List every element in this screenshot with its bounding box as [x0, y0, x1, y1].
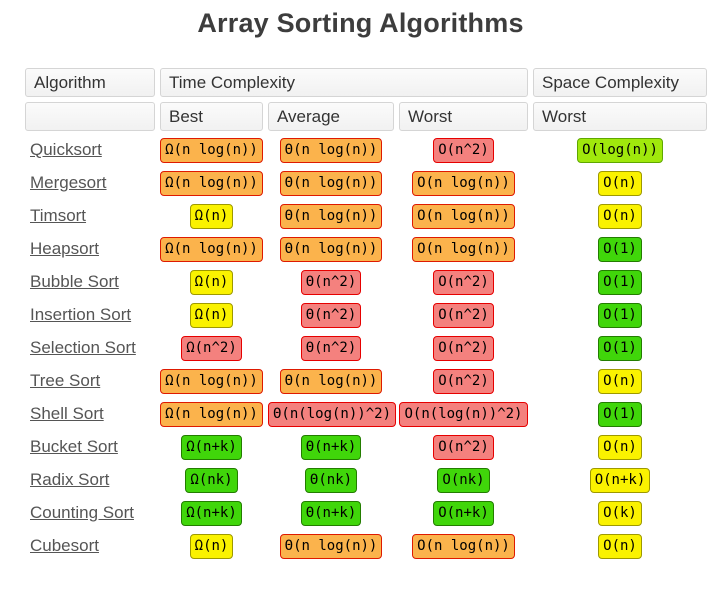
worst-complexity-badge: O(n^2) — [433, 269, 494, 295]
table-row: Timsort Ω(n) Θ(n log(n)) O(n log(n)) O(n… — [25, 202, 707, 230]
table-row: Tree Sort Ω(n log(n)) Θ(n log(n)) O(n^2)… — [25, 367, 707, 395]
space-complexity-badge: O(1) — [598, 401, 642, 427]
worst-complexity-badge: O(n^2) — [433, 137, 494, 163]
header-algorithm: Algorithm — [25, 68, 155, 97]
algorithm-link-cubesort[interactable]: Cubesort — [30, 536, 99, 555]
best-complexity-badge: Ω(n) — [189, 302, 234, 328]
worst-complexity-badge: O(n log(n)) — [412, 203, 515, 229]
algorithm-link-mergesort[interactable]: Mergesort — [30, 173, 107, 192]
average-complexity-badge: Θ(n+k) — [300, 434, 362, 460]
best-complexity-badge: Ω(n log(n)) — [160, 368, 263, 394]
best-complexity-badge: Ω(nk) — [185, 467, 238, 493]
worst-complexity-badge: O(n+k) — [433, 500, 494, 526]
space-complexity-badge: O(k) — [598, 500, 642, 526]
algorithm-link-counting-sort[interactable]: Counting Sort — [30, 503, 134, 522]
worst-complexity-badge: O(nk) — [437, 467, 490, 493]
algorithm-link-bubble-sort[interactable]: Bubble Sort — [30, 272, 119, 291]
average-complexity-badge: Θ(n log(n)) — [279, 203, 383, 229]
header-time-complexity: Time Complexity — [160, 68, 528, 97]
space-complexity-badge: O(n) — [598, 434, 642, 460]
best-complexity-badge: Ω(n+k) — [181, 500, 242, 526]
table-row: Quicksort Ω(n log(n)) Θ(n log(n)) O(n^2)… — [25, 136, 707, 164]
algorithm-link-heapsort[interactable]: Heapsort — [30, 239, 99, 258]
table-row: Cubesort Ω(n) Θ(n log(n)) O(n log(n)) O(… — [25, 532, 707, 560]
header-average: Average — [268, 102, 394, 131]
worst-complexity-badge: O(n^2) — [433, 434, 494, 460]
average-complexity-badge: Θ(n log(n)) — [279, 170, 383, 196]
table-row: Shell Sort Ω(n log(n)) Θ(n(log(n))^2) O(… — [25, 400, 707, 428]
sorting-algorithms-table: Algorithm Time Complexity Space Complexi… — [20, 63, 712, 565]
worst-complexity-badge: O(n^2) — [433, 368, 494, 394]
table-row: Counting Sort Ω(n+k) Θ(n+k) O(n+k) O(k) — [25, 499, 707, 527]
average-complexity-badge: Θ(n^2) — [300, 302, 362, 328]
average-complexity-badge: Θ(n+k) — [300, 500, 362, 526]
header-best: Best — [160, 102, 263, 131]
best-complexity-badge: Ω(n) — [189, 533, 234, 559]
space-complexity-badge: O(1) — [598, 335, 642, 361]
algorithm-link-timsort[interactable]: Timsort — [30, 206, 87, 225]
average-complexity-badge: Θ(nk) — [304, 467, 358, 493]
algorithm-link-radix-sort[interactable]: Radix Sort — [30, 470, 110, 489]
average-complexity-badge: Θ(n^2) — [300, 269, 362, 295]
algorithm-link-shell-sort[interactable]: Shell Sort — [30, 404, 104, 423]
worst-complexity-badge: O(n log(n)) — [412, 533, 515, 559]
space-complexity-badge: O(n+k) — [589, 467, 651, 493]
header-worst-space: Worst — [533, 102, 707, 131]
best-complexity-badge: Ω(n) — [189, 269, 234, 295]
page-title: Array Sorting Algorithms — [197, 8, 524, 38]
header-space-complexity: Space Complexity — [533, 68, 707, 97]
space-complexity-badge: O(1) — [598, 269, 642, 295]
algorithm-link-selection-sort[interactable]: Selection Sort — [30, 338, 136, 357]
space-complexity-badge: O(n) — [598, 203, 642, 229]
algorithm-link-tree-sort[interactable]: Tree Sort — [30, 371, 101, 390]
header-row-groups: Algorithm Time Complexity Space Complexi… — [25, 68, 707, 97]
average-complexity-badge: Θ(n log(n)) — [279, 236, 383, 262]
space-complexity-badge: O(n) — [598, 170, 642, 196]
space-complexity-badge: O(1) — [598, 236, 642, 262]
table-row: Bucket Sort Ω(n+k) Θ(n+k) O(n^2) O(n) — [25, 433, 707, 461]
best-complexity-badge: Ω(n+k) — [181, 434, 242, 460]
algorithm-link-bucket-sort[interactable]: Bucket Sort — [30, 437, 118, 456]
best-complexity-badge: Ω(n log(n)) — [160, 137, 263, 163]
space-complexity-badge: O(n) — [598, 533, 642, 559]
space-complexity-badge: O(n) — [598, 368, 642, 394]
average-complexity-badge: Θ(n log(n)) — [279, 137, 383, 163]
table-row: Selection Sort Ω(n^2) Θ(n^2) O(n^2) O(1) — [25, 334, 707, 362]
best-complexity-badge: Ω(n^2) — [181, 335, 242, 361]
table-row: Mergesort Ω(n log(n)) Θ(n log(n)) O(n lo… — [25, 169, 707, 197]
average-complexity-badge: Θ(n(log(n))^2) — [268, 401, 397, 427]
algorithm-link-quicksort[interactable]: Quicksort — [30, 140, 102, 159]
header-row-cases: Best Average Worst Worst — [25, 102, 707, 131]
table-row: Heapsort Ω(n log(n)) Θ(n log(n)) O(n log… — [25, 235, 707, 263]
header-worst-time: Worst — [399, 102, 528, 131]
worst-complexity-badge: O(n log(n)) — [412, 170, 515, 196]
worst-complexity-badge: O(n log(n)) — [412, 236, 515, 262]
average-complexity-badge: Θ(n log(n)) — [279, 368, 383, 394]
best-complexity-badge: Ω(n) — [189, 203, 234, 229]
average-complexity-badge: Θ(n^2) — [300, 335, 362, 361]
table-row: Radix Sort Ω(nk) Θ(nk) O(nk) O(n+k) — [25, 466, 707, 494]
best-complexity-badge: Ω(n log(n)) — [160, 401, 263, 427]
algorithm-link-insertion-sort[interactable]: Insertion Sort — [30, 305, 132, 324]
table-row: Insertion Sort Ω(n) Θ(n^2) O(n^2) O(1) — [25, 301, 707, 329]
worst-complexity-badge: O(n(log(n))^2) — [399, 401, 528, 427]
best-complexity-badge: Ω(n log(n)) — [160, 170, 263, 196]
best-complexity-badge: Ω(n log(n)) — [160, 236, 263, 262]
table-row: Bubble Sort Ω(n) Θ(n^2) O(n^2) O(1) — [25, 268, 707, 296]
average-complexity-badge: Θ(n log(n)) — [279, 533, 383, 559]
space-complexity-badge: O(1) — [598, 302, 642, 328]
header-empty-cell — [25, 102, 155, 131]
worst-complexity-badge: O(n^2) — [433, 335, 494, 361]
worst-complexity-badge: O(n^2) — [433, 302, 494, 328]
space-complexity-badge: O(log(n)) — [577, 137, 663, 163]
